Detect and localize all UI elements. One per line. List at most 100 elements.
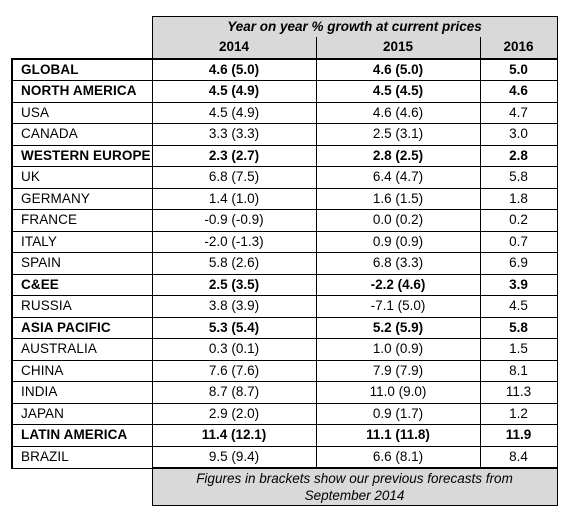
value-2014-cell: 11.4 (12.1) [151, 424, 317, 447]
value-2014-cell: 6.8 (7.5) [151, 166, 317, 189]
table-row: CANADA 3.3 (3.3) 2.5 (3.1) 3.0 [11, 123, 558, 146]
value-2016-cell: 1.8 [479, 187, 558, 210]
value-2014-cell: 4.5 (4.9) [151, 101, 317, 124]
value-2015-cell: 11.1 (11.8) [315, 424, 481, 447]
value-2016-cell: 8.1 [479, 359, 558, 382]
region-cell: BRAZIL [11, 445, 153, 469]
table-row: FRANCE -0.9 (-0.9) 0.0 (0.2) 0.2 [11, 209, 558, 232]
value-2016-cell: 5.0 [479, 57, 558, 81]
region-cell: WESTERN EUROPE [11, 144, 153, 167]
region-cell: JAPAN [11, 402, 153, 425]
table-row: INDIA 8.7 (8.7) 11.0 (9.0) 11.3 [11, 381, 558, 404]
region-cell: CANADA [11, 123, 153, 146]
value-2016-cell: 2.8 [479, 144, 558, 167]
value-2016-cell: 11.3 [479, 381, 558, 404]
value-2015-cell: 7.9 (7.9) [315, 359, 481, 382]
region-cell: SPAIN [11, 252, 153, 275]
table-row: JAPAN 2.9 (2.0) 0.9 (1.7) 1.2 [11, 402, 558, 425]
value-2015-cell: 6.8 (3.3) [315, 252, 481, 275]
region-cell: USA [11, 101, 153, 124]
value-2014-cell: 1.4 (1.0) [151, 187, 317, 210]
table-row: NORTH AMERICA 4.5 (4.9) 4.5 (4.5) 4.6 [11, 80, 558, 103]
value-2016-cell: 5.8 [479, 316, 558, 339]
year-header-2015: 2015 [315, 37, 481, 59]
table-row: RUSSIA 3.8 (3.9) -7.1 (5.0) 4.5 [11, 295, 558, 318]
value-2014-cell: 3.3 (3.3) [151, 123, 317, 146]
growth-table: Year on year % growth at current prices … [11, 16, 558, 506]
table-row: SPAIN 5.8 (2.6) 6.8 (3.3) 6.9 [11, 252, 558, 275]
value-2015-cell: 0.9 (1.7) [315, 402, 481, 425]
region-cell: NORTH AMERICA [11, 80, 153, 103]
value-2015-cell: 6.4 (4.7) [315, 166, 481, 189]
value-2014-cell: 3.8 (3.9) [151, 295, 317, 318]
value-2015-cell: 4.5 (4.5) [315, 80, 481, 103]
value-2015-cell: 6.6 (8.1) [315, 445, 481, 469]
region-cell: GERMANY [11, 187, 153, 210]
table-row: USA 4.5 (4.9) 4.6 (4.6) 4.7 [11, 101, 558, 124]
value-2015-cell: 2.8 (2.5) [315, 144, 481, 167]
table-row: ASIA PACIFIC 5.3 (5.4) 5.2 (5.9) 5.8 [11, 316, 558, 339]
region-cell: C&EE [11, 273, 153, 296]
value-2016-cell: 4.7 [479, 101, 558, 124]
table-row: GLOBAL 4.6 (5.0) 4.6 (5.0) 5.0 [11, 57, 558, 81]
region-cell: INDIA [11, 381, 153, 404]
value-2015-cell: 0.0 (0.2) [315, 209, 481, 232]
table-row: CHINA 7.6 (7.6) 7.9 (7.9) 8.1 [11, 359, 558, 382]
table-row: GERMANY 1.4 (1.0) 1.6 (1.5) 1.8 [11, 187, 558, 210]
table-row: UK 6.8 (7.5) 6.4 (4.7) 5.8 [11, 166, 558, 189]
value-2015-cell: -2.2 (4.6) [315, 273, 481, 296]
region-cell: LATIN AMERICA [11, 424, 153, 447]
value-2014-cell: 7.6 (7.6) [151, 359, 317, 382]
value-2016-cell: 1.5 [479, 338, 558, 361]
footnote-line-2: September 2014 [304, 488, 405, 503]
value-2015-cell: 1.0 (0.9) [315, 338, 481, 361]
value-2015-cell: 2.5 (3.1) [315, 123, 481, 146]
value-2015-cell: 0.9 (0.9) [315, 230, 481, 253]
value-2015-cell: 5.2 (5.9) [315, 316, 481, 339]
value-2016-cell: 8.4 [479, 445, 558, 469]
value-2016-cell: 4.6 [479, 80, 558, 103]
value-2016-cell: 3.0 [479, 123, 558, 146]
region-cell: AUSTRALIA [11, 338, 153, 361]
table-row: ITALY -2.0 (-1.3) 0.9 (0.9) 0.7 [11, 230, 558, 253]
value-2015-cell: 11.0 (9.0) [315, 381, 481, 404]
value-2016-cell: 4.5 [479, 295, 558, 318]
value-2016-cell: 11.9 [479, 424, 558, 447]
value-2015-cell: -7.1 (5.0) [315, 295, 481, 318]
year-header-2016: 2016 [479, 37, 558, 59]
table-row: AUSTRALIA 0.3 (0.1) 1.0 (0.9) 1.5 [11, 338, 558, 361]
year-header-2014: 2014 [151, 37, 317, 59]
value-2014-cell: 4.6 (5.0) [151, 57, 317, 81]
value-2014-cell: 9.5 (9.4) [151, 445, 317, 469]
header-corner-2 [12, 37, 152, 59]
value-2014-cell: 5.8 (2.6) [151, 252, 317, 275]
region-cell: UK [11, 166, 153, 189]
region-cell: RUSSIA [11, 295, 153, 318]
footnote: Figures in brackets show our previous fo… [151, 467, 558, 506]
table-row: C&EE 2.5 (3.5) -2.2 (4.6) 3.9 [11, 273, 558, 296]
value-2014-cell: 8.7 (8.7) [151, 381, 317, 404]
footnote-spacer [12, 468, 153, 506]
region-cell: ASIA PACIFIC [11, 316, 153, 339]
value-2014-cell: 2.9 (2.0) [151, 402, 317, 425]
value-2016-cell: 0.7 [479, 230, 558, 253]
value-2014-cell: 2.3 (2.7) [151, 144, 317, 167]
region-cell: FRANCE [11, 209, 153, 232]
value-2016-cell: 6.9 [479, 252, 558, 275]
value-2015-cell: 4.6 (4.6) [315, 101, 481, 124]
value-2016-cell: 3.9 [479, 273, 558, 296]
value-2014-cell: -2.0 (-1.3) [151, 230, 317, 253]
footnote-line-1: Figures in brackets show our previous fo… [196, 471, 513, 486]
value-2014-cell: 0.3 (0.1) [151, 338, 317, 361]
region-cell: GLOBAL [11, 57, 153, 81]
table-row: WESTERN EUROPE 2.3 (2.7) 2.8 (2.5) 2.8 [11, 144, 558, 167]
table-row: LATIN AMERICA 11.4 (12.1) 11.1 (11.8) 11.9 [11, 424, 558, 447]
value-2015-cell: 1.6 (1.5) [315, 187, 481, 210]
value-2016-cell: 1.2 [479, 402, 558, 425]
value-2016-cell: 0.2 [479, 209, 558, 232]
value-2014-cell: -0.9 (-0.9) [151, 209, 317, 232]
value-2015-cell: 4.6 (5.0) [315, 57, 481, 81]
value-2016-cell: 5.8 [479, 166, 558, 189]
table-row: BRAZIL 9.5 (9.4) 6.6 (8.1) 8.4 [11, 445, 558, 469]
value-2014-cell: 4.5 (4.9) [151, 80, 317, 103]
